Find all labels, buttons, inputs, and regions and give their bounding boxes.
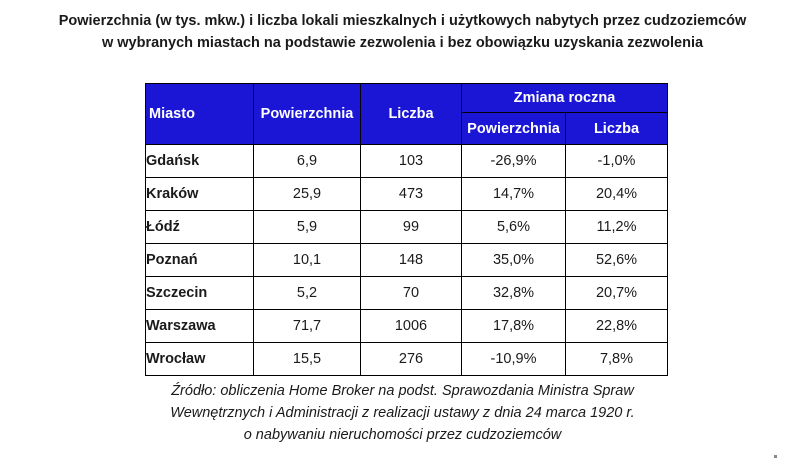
title-line-1: Powierzchnia (w tys. mkw.) i liczba loka… [58, 13, 747, 29]
cell-yoy-count: 52,6% [565, 243, 668, 277]
header-count: Liczba [360, 83, 462, 145]
page-title: Powierzchnia (w tys. mkw.) i liczba loka… [0, 10, 805, 54]
table-row: Gdańsk 6,9 103 -26,9% -1,0% [145, 144, 668, 178]
source-line-3: o nabywaniu nieruchomości przez cudzozie… [243, 427, 562, 443]
cell-count: 1006 [360, 309, 462, 343]
cell-yoy-area: 35,0% [461, 243, 566, 277]
cell-yoy-count: 11,2% [565, 210, 668, 244]
title-line-2: w wybranych miastach na podstawie zezwol… [101, 35, 704, 51]
source-note: Źródło: obliczenia Home Broker na podst.… [0, 380, 805, 446]
cell-area: 6,9 [253, 144, 361, 178]
table-row: Kraków 25,9 473 14,7% 20,4% [145, 177, 668, 211]
source-line-2: Wewnętrznych i Administracji z realizacj… [170, 405, 635, 421]
cell-city: Kraków [145, 177, 254, 211]
cell-yoy-area: -26,9% [461, 144, 566, 178]
cell-city: Wrocław [145, 342, 254, 376]
cell-yoy-area: 17,8% [461, 309, 566, 343]
cell-area: 5,9 [253, 210, 361, 244]
header-yoy-area: Powierzchnia [461, 112, 566, 145]
table-row: Poznań 10,1 148 35,0% 52,6% [145, 243, 668, 277]
cell-yoy-count: -1,0% [565, 144, 668, 178]
data-table: Miasto Powierzchnia Liczba Zmiana roczna… [145, 83, 668, 376]
header-yoy-group: Zmiana roczna [461, 83, 668, 113]
cell-yoy-area: -10,9% [461, 342, 566, 376]
cell-yoy-area: 14,7% [461, 177, 566, 211]
header-area: Powierzchnia [253, 83, 361, 145]
cell-area: 10,1 [253, 243, 361, 277]
cell-count: 99 [360, 210, 462, 244]
cell-yoy-count: 7,8% [565, 342, 668, 376]
source-line-1: Źródło: obliczenia Home Broker na podst.… [171, 383, 634, 399]
cell-count: 148 [360, 243, 462, 277]
table-row: Łódź 5,9 99 5,6% 11,2% [145, 210, 668, 244]
cell-count: 70 [360, 276, 462, 310]
cell-city: Szczecin [145, 276, 254, 310]
corner-mark [774, 455, 777, 458]
cell-yoy-area: 32,8% [461, 276, 566, 310]
table-row: Warszawa 71,7 1006 17,8% 22,8% [145, 309, 668, 343]
cell-count: 103 [360, 144, 462, 178]
table-row: Szczecin 5,2 70 32,8% 20,7% [145, 276, 668, 310]
cell-yoy-count: 20,7% [565, 276, 668, 310]
cell-yoy-area: 5,6% [461, 210, 566, 244]
header-yoy-count: Liczba [565, 112, 668, 145]
table-row: Wrocław 15,5 276 -10,9% 7,8% [145, 342, 668, 376]
cell-city: Warszawa [145, 309, 254, 343]
cell-area: 25,9 [253, 177, 361, 211]
cell-yoy-count: 20,4% [565, 177, 668, 211]
cell-city: Łódź [145, 210, 254, 244]
cell-count: 473 [360, 177, 462, 211]
cell-area: 71,7 [253, 309, 361, 343]
cell-count: 276 [360, 342, 462, 376]
cell-city: Poznań [145, 243, 254, 277]
cell-area: 5,2 [253, 276, 361, 310]
cell-area: 15,5 [253, 342, 361, 376]
header-city: Miasto [145, 83, 254, 145]
cell-yoy-count: 22,8% [565, 309, 668, 343]
cell-city: Gdańsk [145, 144, 254, 178]
